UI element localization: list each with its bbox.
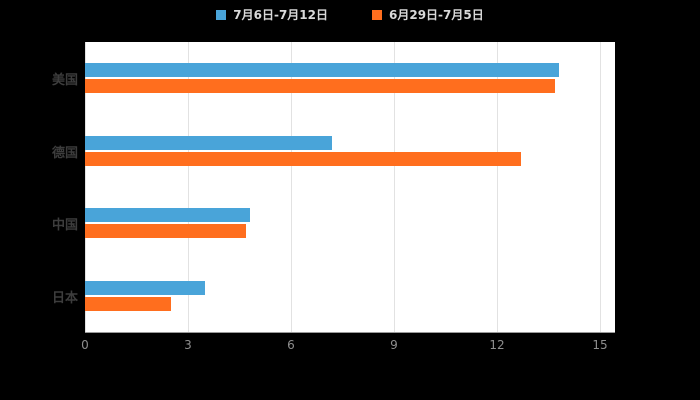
bar-series1-category1 — [85, 63, 559, 78]
gridline-x-3 — [188, 42, 189, 332]
x-tick-label-6: 6 — [287, 338, 295, 352]
gridline-x-0 — [85, 42, 86, 332]
x-tick-label-9: 9 — [390, 338, 398, 352]
legend-label-series2: 6月29日-7月5日 — [389, 8, 484, 22]
legend-item-series2[interactable]: 6月29日-7月5日 — [372, 6, 484, 23]
bar-series1-category3 — [85, 208, 250, 223]
legend-item-series1[interactable]: 7月6日-7月12日 — [216, 6, 328, 23]
gridline-x-12 — [497, 42, 498, 332]
legend-label-series1: 7月6日-7月12日 — [233, 8, 328, 22]
category-label-4: 日本 — [51, 290, 78, 306]
plot-area — [85, 42, 615, 333]
gridline-x-6 — [291, 42, 292, 332]
category-label-2: 德国 — [51, 145, 78, 161]
x-tick-label-3: 3 — [184, 338, 192, 352]
x-tick-label-15: 15 — [592, 338, 608, 352]
legend: 7月6日-7月12日 6月29日-7月5日 — [0, 6, 700, 23]
gridline-x-9 — [394, 42, 395, 332]
category-label-1: 美国 — [51, 73, 78, 89]
bar-series2-category2 — [85, 151, 522, 166]
x-tick-label-12: 12 — [489, 338, 505, 352]
bar-series2-category4 — [85, 296, 171, 311]
x-tick-label-0: 0 — [81, 338, 89, 352]
category-label-3: 中国 — [51, 218, 78, 234]
gridline-x-15 — [600, 42, 601, 332]
bar-series1-category4 — [85, 280, 206, 295]
bar-series2-category3 — [85, 224, 247, 239]
bar-series1-category2 — [85, 135, 333, 150]
legend-swatch-series2-icon — [372, 9, 382, 20]
legend-swatch-series1-icon — [216, 9, 227, 20]
bar-series2-category1 — [85, 79, 556, 94]
